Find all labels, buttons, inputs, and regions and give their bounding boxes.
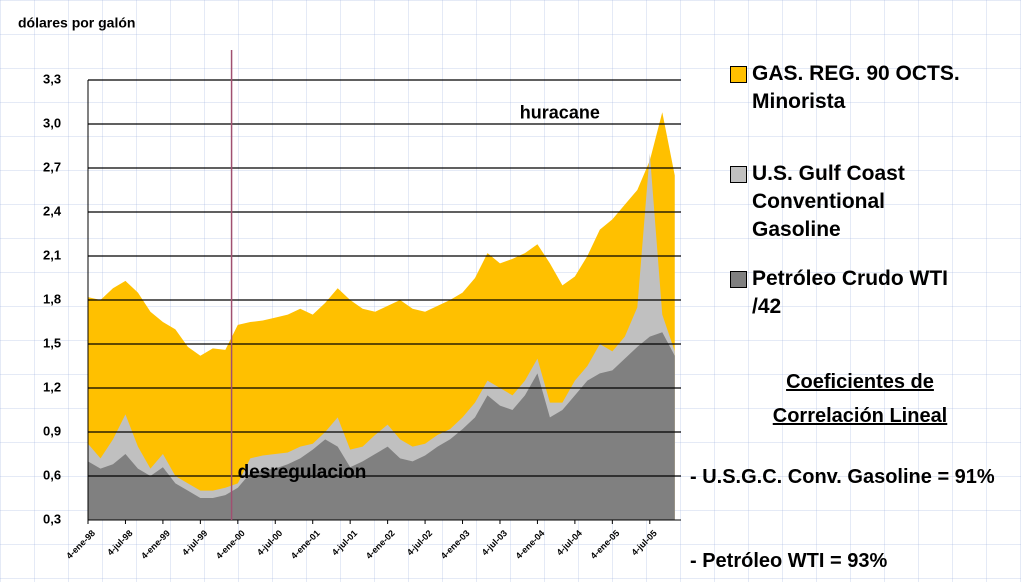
y-tick-label: 1,5 — [43, 335, 61, 350]
y-tick-label: 0,3 — [43, 511, 61, 526]
x-tick-label: 4-jul-01 — [330, 528, 359, 557]
y-tick-label: 2,7 — [43, 159, 61, 174]
y-tick-label: 2,4 — [43, 203, 62, 218]
y-tick-label: 0,9 — [43, 423, 61, 438]
legend-item: Petróleo Crudo WTI /42 — [730, 265, 960, 321]
legend-label: Petróleo Crudo WTI /42 — [752, 267, 948, 318]
event-label: desregulacion — [238, 462, 367, 483]
y-axis-title: dólares por galón — [18, 15, 135, 31]
legend-swatch — [730, 166, 747, 183]
y-tick-label: 0,6 — [43, 467, 61, 482]
legend-swatch — [730, 66, 747, 83]
x-tick-label: 4-jul-05 — [630, 528, 659, 557]
x-tick-label: 4-ene-01 — [289, 528, 322, 561]
correlation-note: - Petróleo WTI = 93% — [690, 550, 888, 572]
correlation-note: - U.S.G.C. Conv. Gasoline = 91% — [690, 466, 995, 488]
x-tick-label: 4-jul-04 — [555, 528, 584, 557]
x-tick-label: 4-ene-02 — [364, 528, 397, 561]
x-tick-label: 4-ene-99 — [139, 528, 172, 561]
x-tick-label: 4-ene-98 — [64, 528, 97, 561]
x-tick-label: 4-jul-98 — [105, 528, 134, 557]
legend-item: GAS. REG. 90 OCTS. Minorista — [730, 60, 1005, 116]
x-tick-label: 4-jul-00 — [255, 528, 284, 557]
area — [88, 332, 675, 520]
legend-label: U.S. Gulf Coast Conventional Gasoline — [752, 162, 905, 241]
x-tick-label: 4-ene-04 — [514, 528, 547, 561]
x-tick-label: 4-ene-05 — [589, 528, 622, 561]
x-tick-label: 4-jul-02 — [405, 528, 434, 557]
y-tick-label: 1,2 — [43, 379, 61, 394]
legend-item: U.S. Gulf Coast Conventional Gasoline — [730, 160, 960, 244]
x-tick-label: 4-ene-03 — [439, 528, 472, 561]
x-tick-label: 4-jul-03 — [480, 528, 509, 557]
y-tick-label: 3,3 — [43, 71, 61, 86]
peak-label: huracane — [520, 102, 600, 122]
x-tick-label: 4-jul-99 — [180, 528, 209, 557]
y-tick-label: 2,1 — [43, 247, 61, 262]
correlation-title: Coeficientes de Correlación Lineal — [772, 371, 948, 427]
y-tick-label: 3,0 — [43, 115, 61, 130]
legend-swatch — [730, 271, 747, 288]
x-tick-label: 4-ene-00 — [214, 528, 247, 561]
legend-label: GAS. REG. 90 OCTS. Minorista — [752, 62, 960, 113]
y-tick-label: 1,8 — [43, 291, 61, 306]
